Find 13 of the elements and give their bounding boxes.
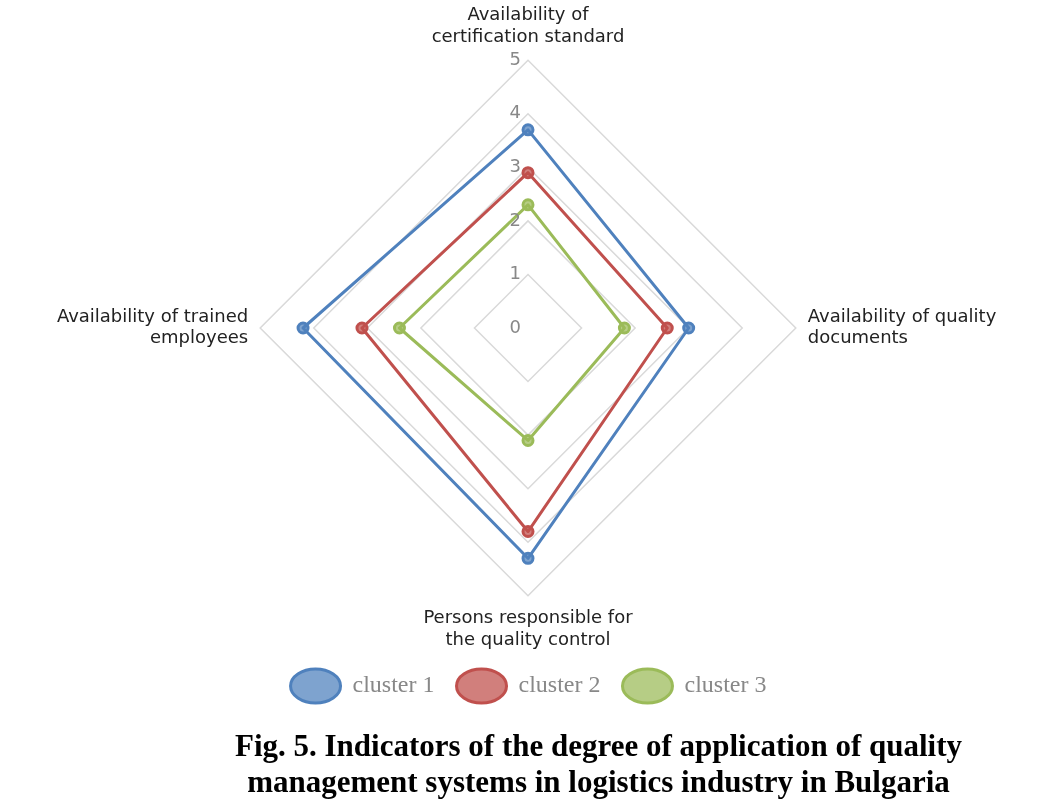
spoke-label: Availability of certification standard <box>431 3 625 47</box>
legend-label: cluster 2 <box>518 671 601 698</box>
y-tick-label: 4 <box>509 101 521 123</box>
text: Fig. 5. Indicators of the degree of application of quality management systems in logistics industry in Bulgaria <box>233 728 963 800</box>
y-tick-label: 3 <box>509 154 521 176</box>
spoke-label: Persons responsible for the quality control <box>423 606 634 649</box>
legend-label: cluster 1 <box>352 671 435 698</box>
spoke-label: Availability of trained employees <box>56 304 249 348</box>
legend-label: cluster 3 <box>684 671 767 698</box>
y-tick-label: 5 <box>509 47 521 69</box>
spoke-label: Availability of quality documents <box>807 304 997 348</box>
y-tick-label: 1 <box>509 262 521 284</box>
y-tick-label: 0 <box>509 315 521 337</box>
